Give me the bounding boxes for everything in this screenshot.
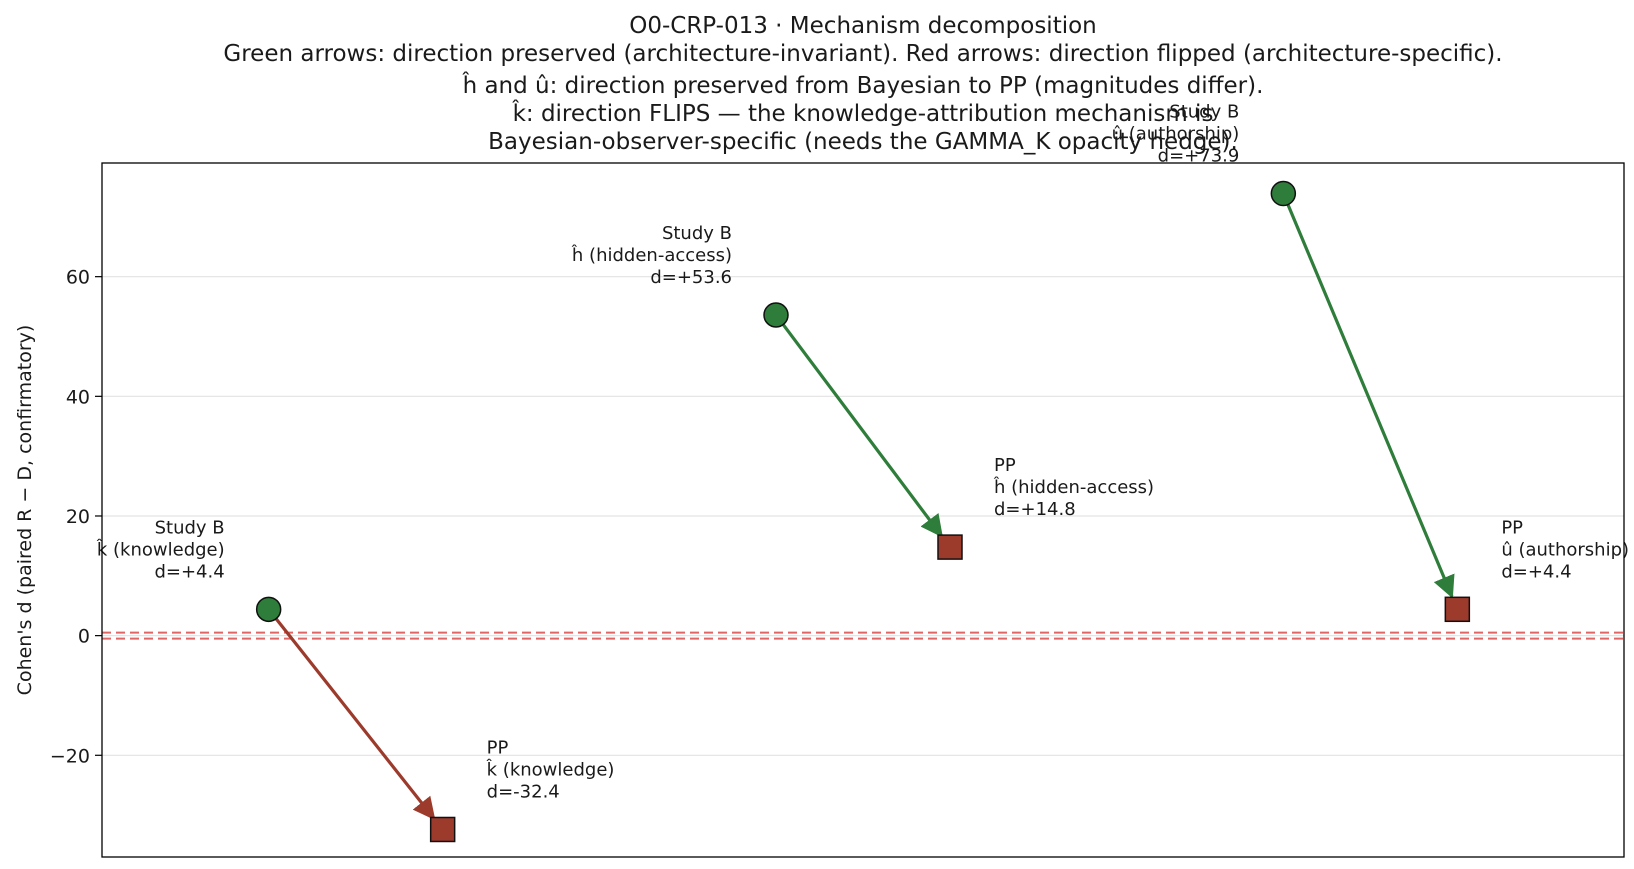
- study-b-label: Study B: [662, 223, 732, 244]
- study-b-point: [1270, 180, 1297, 207]
- chart-title-block: O0-CRP-013 · Mechanism decomposition Gre…: [223, 13, 1502, 155]
- pp-label: PP: [994, 455, 1016, 476]
- pp-label: d=+14.8: [994, 499, 1076, 520]
- study-b-label: d=+4.4: [154, 561, 224, 582]
- study-b-point: [255, 596, 282, 623]
- study-b-label: k̂ (knowledge): [96, 539, 225, 560]
- y-tick-label: 20: [66, 506, 90, 528]
- pp-label: PP: [1501, 517, 1523, 538]
- y-tick-label: 60: [66, 267, 90, 289]
- mechanism-markers: [255, 180, 1471, 843]
- chart-subtitle-line-3: k̂: direction FLIPS — the knowledge-attr…: [511, 100, 1213, 127]
- pp-label: k̂ (knowledge): [486, 759, 615, 780]
- plot-frame: [101, 162, 1625, 858]
- y-axis-label: Cohen's d (paired R − D, confirmatory): [14, 325, 36, 696]
- zero-reference-line: [102, 631, 1624, 640]
- y-tick-label: 40: [66, 386, 90, 408]
- study-b-label: d=+53.6: [650, 267, 732, 288]
- gridlines: [102, 276, 1624, 756]
- pp-label: ĥ (hidden-access): [993, 476, 1154, 498]
- pp-point: [937, 534, 963, 560]
- study-b-point: [763, 302, 789, 328]
- pp-label: û (authorship): [1501, 539, 1629, 560]
- mechanism-arrow: [274, 617, 436, 821]
- y-tick-label: 0: [78, 626, 90, 648]
- pp-label: d=-32.4: [487, 781, 560, 802]
- pp-label: PP: [487, 737, 509, 758]
- study-b-label: Study B: [155, 517, 225, 538]
- study-b-label: ĥ (hidden-access): [571, 244, 732, 266]
- pp-point: [1444, 596, 1471, 623]
- y-tick-label: −20: [50, 745, 90, 767]
- chart-title: O0-CRP-013 · Mechanism decomposition: [629, 13, 1097, 39]
- study-b-label: Study B: [1169, 102, 1239, 123]
- chart-subtitle-line-4: Bayesian-observer-specific (needs the GA…: [488, 129, 1238, 155]
- study-b-label: d=+73.9: [1158, 146, 1240, 167]
- study-b-label: û (authorship): [1112, 124, 1240, 145]
- y-axis-ticks: −20 0 20 40 60: [50, 267, 102, 767]
- chart-subtitle-line-1: Green arrows: direction preserved (archi…: [223, 41, 1502, 67]
- pp-point: [429, 816, 456, 843]
- pp-label: d=+4.4: [1501, 561, 1571, 582]
- mechanism-arrow: [1286, 203, 1455, 599]
- mechanism-arrows: [274, 203, 1455, 821]
- mechanism-arrow: [781, 323, 943, 538]
- chart-subtitle-line-2: ĥ and û: direction preserved from Bayesi…: [462, 71, 1264, 99]
